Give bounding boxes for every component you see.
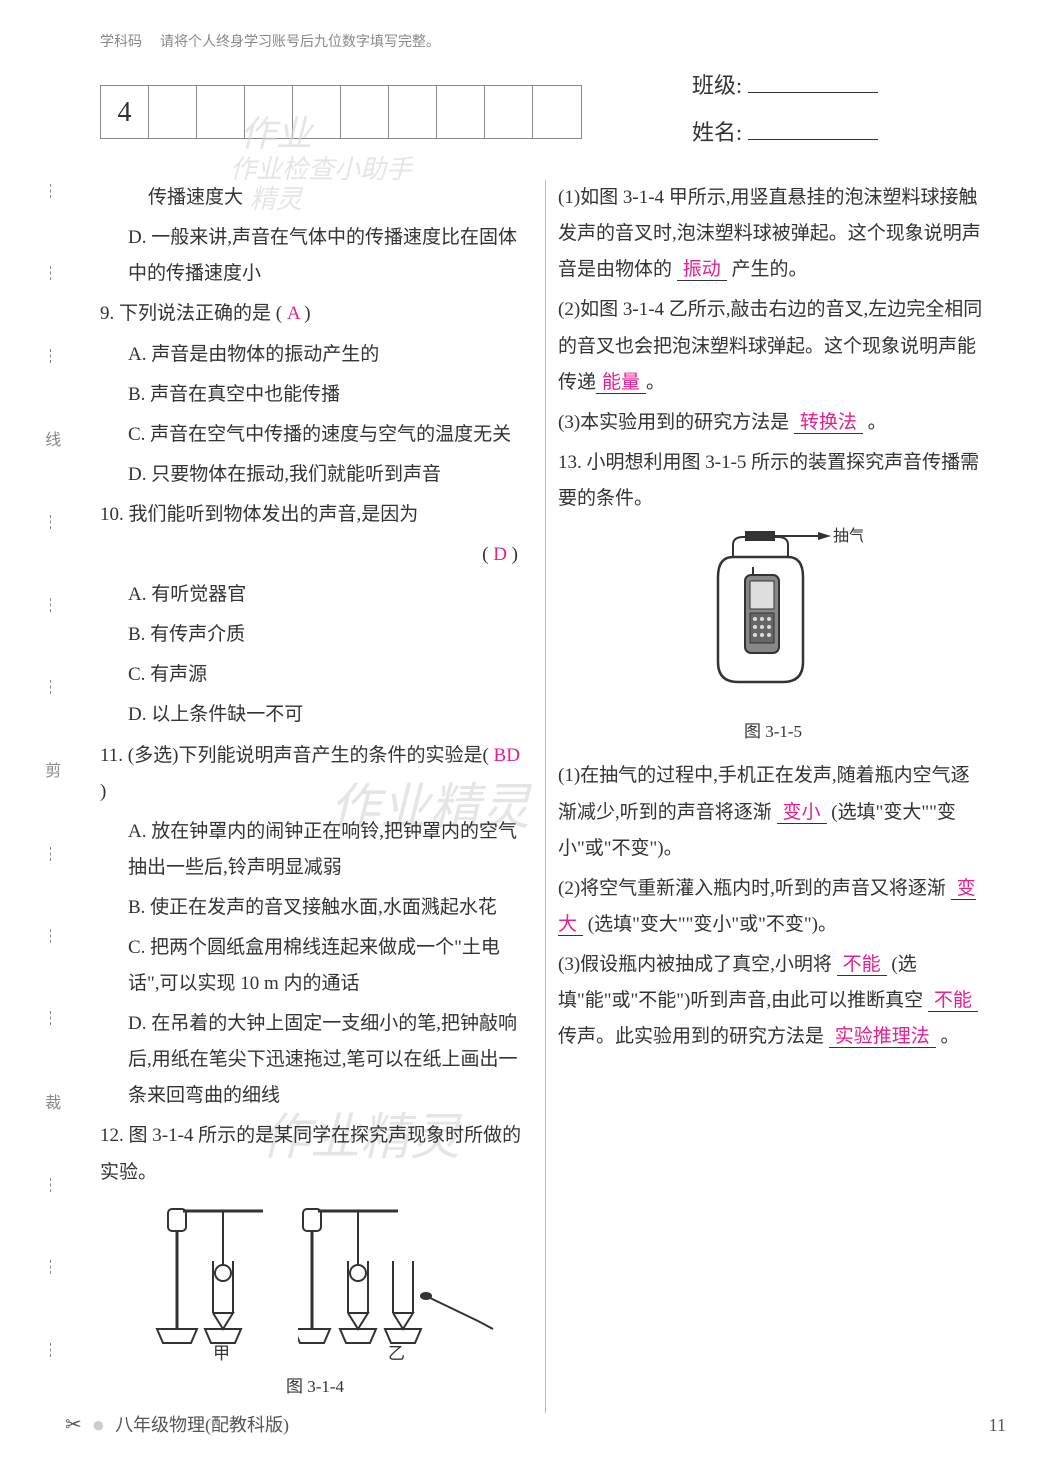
instruction-text: 请将个人终身学习账号后九位数字填写完整。: [160, 30, 440, 57]
q11-option-a: A. 放在钟罩内的闹钟正在响铃,把钟罩内的空气抽出一些后,铃声明显减弱: [100, 814, 530, 886]
side-char-cut: 剪: [35, 762, 65, 778]
q10-option-b: B. 有传声介质: [100, 617, 530, 653]
q10-answer: D: [493, 544, 507, 565]
q11-stem: 11. (多选)下列能说明声音产生的条件的实验是( BD ): [100, 738, 530, 810]
q13-sub2-text: (2)将空气重新灌入瓶内时,听到的声音又将逐渐: [558, 878, 951, 899]
q12-sub1: (1)如图 3-1-4 甲所示,用竖直悬挂的泡沫塑料球接触发声的音叉时,泡沫塑料…: [558, 180, 988, 288]
tuning-fork-jia-icon: 甲: [133, 1201, 273, 1361]
q13-sub3-answer2: 不能: [928, 990, 978, 1012]
q9-answer: A: [287, 303, 300, 324]
class-label: 班级:: [692, 65, 742, 107]
code-box[interactable]: [485, 86, 533, 138]
q11-stem-close: ): [100, 781, 106, 802]
q11-answer: BD: [494, 745, 520, 766]
q13-sub1-answer: 变小: [777, 802, 827, 824]
q13-stem: 13. 小明想利用图 3-1-5 所示的装置探究声音传播需要的条件。: [558, 445, 988, 517]
vacuum-bottle-icon: 抽气: [683, 527, 863, 697]
book-title: 八年级物理(配教科版): [115, 1408, 289, 1442]
code-box[interactable]: [149, 86, 197, 138]
q11-option-b: B. 使正在发声的音叉接触水面,水面溅起水花: [100, 890, 530, 926]
code-box[interactable]: [437, 86, 485, 138]
content-body: 传播速度大 D. 一般来讲,声音在气体中的传播速度比在固体中的传播速度小 9. …: [100, 180, 1006, 1413]
q12-sub3: (3)本实验用到的研究方法是 转换法 。: [558, 405, 988, 441]
q13-sub2: (2)将空气重新灌入瓶内时,听到的声音又将逐渐 变大 (选填"变大""变小"或"…: [558, 871, 988, 943]
q9-stem-text: 9. 下列说法正确的是 (: [100, 303, 287, 324]
q10-paren-close: ): [507, 544, 518, 565]
q12-sub3-answer: 转换法: [794, 412, 863, 434]
q13-sub3-mid2: 传声。此实验用到的研究方法是: [558, 1026, 829, 1047]
header-row: 4 班级: 姓名:: [100, 65, 1006, 161]
q9-stem-close: ): [300, 303, 311, 324]
q9-option-d: D. 只要物体在振动,我们就能听到声音: [100, 457, 530, 493]
code-input-boxes: 4: [100, 85, 582, 139]
figure-3-1-4: 甲 乙 图 3-1-4: [100, 1201, 530, 1403]
class-input-line[interactable]: [748, 71, 878, 93]
q10-answer-row: ( D ): [100, 537, 530, 573]
star-icon: ●: [92, 1404, 105, 1446]
q12-sub1-answer: 振动: [677, 259, 727, 281]
q11-option-d: D. 在吊着的大钟上固定一支细小的笔,把钟敲响后,用纸在笔尖下迅速拖过,笔可以在…: [100, 1006, 530, 1114]
svg-text:甲: 甲: [213, 1344, 230, 1361]
code-box[interactable]: [341, 86, 389, 138]
figure-3-1-5-label: 图 3-1-5: [558, 716, 988, 748]
q13-sub3-text: (3)假设瓶内被抽成了真空,小明将: [558, 954, 837, 975]
q12-stem: 12. 图 3-1-4 所示的是某同学在探究声现象时所做的实验。: [100, 1118, 530, 1190]
code-box[interactable]: [293, 86, 341, 138]
footer: ✂ ● 八年级物理(配教科版) 11: [65, 1404, 1006, 1446]
q13-sub3-answer1: 不能: [837, 954, 887, 976]
q10-option-d: D. 以上条件缺一不可: [100, 697, 530, 733]
q9-stem: 9. 下列说法正确的是 ( A ): [100, 296, 530, 332]
left-column: 传播速度大 D. 一般来讲,声音在气体中的传播速度比在固体中的传播速度小 9. …: [100, 180, 530, 1413]
q10-paren-open: (: [482, 544, 493, 565]
q9-option-b: B. 声音在真空中也能传播: [100, 377, 530, 413]
q11-option-c: C. 把两个圆纸盒用棉线连起来做成一个"土电话",可以实现 10 m 内的通话: [100, 930, 530, 1002]
q12-sub1-post: 产生的。: [727, 259, 808, 280]
tuning-fork-yi-icon: 乙: [298, 1201, 498, 1361]
q12-sub2-answer: 能量: [596, 372, 646, 394]
q9-option-c: C. 声音在空气中传播的速度与空气的温度无关: [100, 417, 530, 453]
q13-sub3-post: 。: [936, 1026, 960, 1047]
code-box[interactable]: [245, 86, 293, 138]
scissors-icon: ✂: [65, 1406, 82, 1444]
q12-sub3-post: 。: [863, 412, 887, 433]
q10-option-c: C. 有声源: [100, 657, 530, 693]
code-box: 4: [101, 86, 149, 138]
side-char-line: 线: [35, 431, 65, 447]
code-box[interactable]: [533, 86, 581, 138]
q10-stem: 10. 我们能听到物体发出的声音,是因为: [100, 497, 530, 533]
header-instruction: 学科码 请将个人终身学习账号后九位数字填写完整。: [100, 30, 1006, 57]
code-box[interactable]: [197, 86, 245, 138]
name-label: 姓名:: [692, 112, 742, 154]
q13-sub1: (1)在抽气的过程中,手机正在发声,随着瓶内空气逐渐减少,听到的声音将逐渐 变小…: [558, 758, 988, 866]
side-char-trim: 裁: [35, 1094, 65, 1110]
figure-3-1-5: 抽气 图 3-1-5: [558, 527, 988, 748]
q12-sub2: (2)如图 3-1-4 乙所示,敲击右边的音叉,左边完全相同的音叉也会把泡沫塑料…: [558, 292, 988, 400]
column-divider: [545, 180, 546, 1413]
page-number: 11: [989, 1408, 1006, 1442]
subject-code-label: 学科码: [100, 30, 142, 57]
class-name-block: 班级: 姓名:: [692, 65, 878, 161]
q8-option-d: D. 一般来讲,声音在气体中的传播速度比在固体中的传播速度小: [100, 220, 530, 292]
svg-text:抽气: 抽气: [833, 527, 863, 545]
q11-stem-text: 11. (多选)下列能说明声音产生的条件的实验是(: [100, 745, 494, 766]
q12-sub3-text: (3)本实验用到的研究方法是: [558, 412, 794, 433]
name-input-line[interactable]: [748, 118, 878, 140]
q9-option-a: A. 声音是由物体的振动产生的: [100, 337, 530, 373]
q13-sub2-post: (选填"变大""变小"或"不变")。: [583, 914, 837, 935]
q10-option-a: A. 有听觉器官: [100, 577, 530, 613]
code-box[interactable]: [389, 86, 437, 138]
right-column: (1)如图 3-1-4 甲所示,用竖直悬挂的泡沫塑料球接触发声的音叉时,泡沫塑料…: [558, 180, 988, 1413]
svg-text:乙: 乙: [388, 1344, 405, 1361]
q12-sub2-post: 。: [646, 372, 665, 393]
q13-sub3-answer3: 实验推理法: [829, 1026, 936, 1048]
figure-3-1-4-label: 图 3-1-4: [100, 1371, 530, 1403]
side-cut-margin: 线 剪 裁: [35, 150, 65, 1391]
q13-sub3: (3)假设瓶内被抽成了真空,小明将 不能 (选填"能"或"不能")听到声音,由此…: [558, 947, 988, 1055]
q8-fragment-1: 传播速度大: [100, 180, 530, 216]
